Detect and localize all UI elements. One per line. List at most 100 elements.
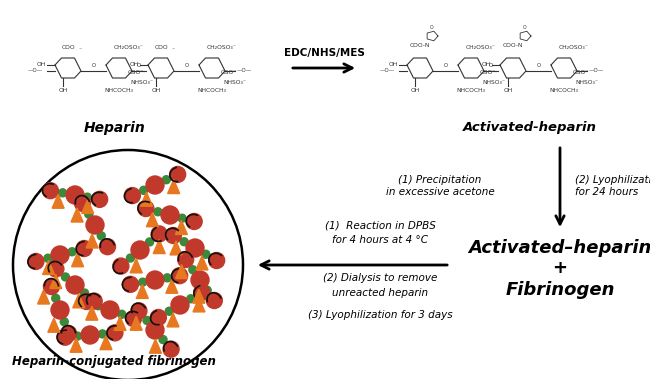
Circle shape bbox=[187, 295, 195, 303]
Circle shape bbox=[86, 331, 94, 339]
Text: NHCOCH₃: NHCOCH₃ bbox=[198, 88, 226, 93]
Text: CH₂OSO₃⁻: CH₂OSO₃⁻ bbox=[466, 45, 496, 50]
Circle shape bbox=[126, 254, 135, 262]
Circle shape bbox=[171, 296, 189, 314]
Circle shape bbox=[98, 232, 105, 240]
Circle shape bbox=[151, 181, 159, 189]
Polygon shape bbox=[72, 253, 84, 267]
Polygon shape bbox=[52, 194, 64, 208]
Text: —O—: —O— bbox=[380, 69, 395, 74]
Circle shape bbox=[151, 326, 159, 334]
Circle shape bbox=[60, 326, 77, 341]
Text: COO: COO bbox=[154, 45, 168, 50]
Polygon shape bbox=[38, 290, 49, 304]
Polygon shape bbox=[82, 199, 94, 213]
Text: OH: OH bbox=[37, 63, 46, 67]
Polygon shape bbox=[50, 274, 62, 288]
Circle shape bbox=[150, 310, 166, 326]
Text: CH₂OSO₃⁻: CH₂OSO₃⁻ bbox=[114, 45, 144, 50]
Text: NHCOCH₃: NHCOCH₃ bbox=[549, 88, 578, 93]
Circle shape bbox=[203, 286, 211, 294]
Text: OH: OH bbox=[151, 88, 161, 93]
Polygon shape bbox=[136, 284, 148, 298]
Circle shape bbox=[94, 302, 102, 310]
Text: NHSO₃⁻: NHSO₃⁻ bbox=[483, 80, 506, 85]
Circle shape bbox=[56, 306, 64, 314]
Circle shape bbox=[196, 276, 204, 284]
Text: CH₂OSO₃⁻: CH₂OSO₃⁻ bbox=[559, 45, 589, 50]
Polygon shape bbox=[70, 338, 82, 352]
Text: EDC/NHS/MES: EDC/NHS/MES bbox=[283, 48, 365, 58]
Circle shape bbox=[180, 238, 188, 246]
Circle shape bbox=[186, 213, 202, 229]
Circle shape bbox=[101, 301, 119, 319]
Text: O: O bbox=[443, 63, 447, 68]
Circle shape bbox=[51, 246, 69, 264]
Text: COO: COO bbox=[61, 45, 75, 50]
Text: Heparin: Heparin bbox=[84, 121, 146, 135]
Text: Activated–heparin: Activated–heparin bbox=[468, 239, 650, 257]
Circle shape bbox=[146, 271, 164, 289]
Polygon shape bbox=[176, 221, 187, 235]
Text: O: O bbox=[185, 63, 188, 68]
Text: (3) Lyophilization for 3 days: (3) Lyophilization for 3 days bbox=[307, 310, 452, 320]
Polygon shape bbox=[166, 279, 178, 293]
Text: (2) Dialysis to remove: (2) Dialysis to remove bbox=[323, 273, 437, 283]
Circle shape bbox=[44, 254, 52, 262]
Circle shape bbox=[151, 276, 159, 284]
Circle shape bbox=[191, 271, 209, 289]
Text: +: + bbox=[552, 259, 567, 277]
Text: OH: OH bbox=[389, 63, 398, 67]
Circle shape bbox=[86, 293, 102, 309]
Polygon shape bbox=[176, 265, 188, 279]
Text: —O—: —O— bbox=[28, 69, 43, 74]
Text: O: O bbox=[536, 63, 541, 68]
Circle shape bbox=[58, 189, 67, 197]
Polygon shape bbox=[168, 180, 179, 194]
Circle shape bbox=[165, 307, 173, 315]
Circle shape bbox=[162, 176, 170, 184]
Text: ⁻: ⁻ bbox=[172, 48, 175, 53]
Circle shape bbox=[81, 289, 88, 297]
Text: NHCOCH₃: NHCOCH₃ bbox=[105, 88, 133, 93]
Circle shape bbox=[165, 227, 181, 243]
Polygon shape bbox=[130, 316, 142, 330]
Text: —O—: —O— bbox=[237, 69, 252, 74]
Polygon shape bbox=[73, 294, 84, 308]
Circle shape bbox=[92, 191, 108, 207]
Text: OSO⁻: OSO⁻ bbox=[128, 69, 144, 75]
Text: OH: OH bbox=[482, 63, 491, 67]
Polygon shape bbox=[86, 306, 97, 320]
Text: (1)  Reaction in DPBS: (1) Reaction in DPBS bbox=[324, 220, 436, 230]
Circle shape bbox=[176, 301, 184, 309]
Circle shape bbox=[86, 216, 104, 234]
Circle shape bbox=[52, 294, 60, 302]
Text: COO-N: COO-N bbox=[503, 43, 523, 48]
Text: O: O bbox=[489, 63, 493, 68]
Text: O: O bbox=[92, 63, 96, 68]
Circle shape bbox=[42, 183, 58, 199]
Text: NHSO₃⁻: NHSO₃⁻ bbox=[576, 80, 599, 85]
Circle shape bbox=[163, 274, 172, 282]
Text: (1) Precipitation
in excessive acetone: (1) Precipitation in excessive acetone bbox=[385, 175, 495, 197]
Circle shape bbox=[113, 258, 129, 274]
Text: OH: OH bbox=[410, 88, 419, 93]
Circle shape bbox=[56, 251, 64, 259]
Circle shape bbox=[170, 166, 186, 182]
Circle shape bbox=[186, 239, 204, 257]
Circle shape bbox=[138, 200, 154, 216]
Circle shape bbox=[61, 273, 70, 281]
Text: Fibrinogen: Fibrinogen bbox=[505, 281, 615, 299]
Text: O: O bbox=[523, 25, 526, 30]
Text: OH: OH bbox=[130, 63, 139, 67]
Circle shape bbox=[202, 250, 210, 258]
Circle shape bbox=[51, 301, 69, 319]
Circle shape bbox=[68, 248, 76, 256]
Polygon shape bbox=[146, 213, 159, 227]
Circle shape bbox=[206, 293, 222, 309]
Text: (2) Lyophilization
for 24 hours: (2) Lyophilization for 24 hours bbox=[575, 175, 650, 197]
Circle shape bbox=[73, 332, 81, 340]
Circle shape bbox=[83, 193, 91, 201]
Polygon shape bbox=[71, 208, 83, 222]
Circle shape bbox=[106, 306, 114, 314]
